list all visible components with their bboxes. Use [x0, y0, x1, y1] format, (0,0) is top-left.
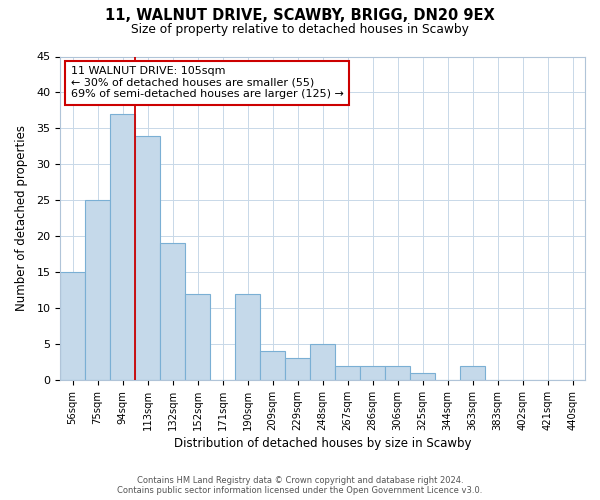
Bar — [110, 114, 135, 380]
Bar — [410, 373, 435, 380]
Text: Size of property relative to detached houses in Scawby: Size of property relative to detached ho… — [131, 22, 469, 36]
Y-axis label: Number of detached properties: Number of detached properties — [15, 125, 28, 311]
Bar — [160, 244, 185, 380]
Bar — [460, 366, 485, 380]
Bar — [260, 351, 285, 380]
Text: 11, WALNUT DRIVE, SCAWBY, BRIGG, DN20 9EX: 11, WALNUT DRIVE, SCAWBY, BRIGG, DN20 9E… — [105, 8, 495, 22]
Bar — [310, 344, 335, 380]
Bar — [360, 366, 385, 380]
Text: 11 WALNUT DRIVE: 105sqm
← 30% of detached houses are smaller (55)
69% of semi-de: 11 WALNUT DRIVE: 105sqm ← 30% of detache… — [71, 66, 344, 100]
Bar — [385, 366, 410, 380]
Bar — [85, 200, 110, 380]
Bar — [235, 294, 260, 380]
Bar — [285, 358, 310, 380]
X-axis label: Distribution of detached houses by size in Scawby: Distribution of detached houses by size … — [174, 437, 472, 450]
Bar — [135, 136, 160, 380]
Bar — [60, 272, 85, 380]
Bar — [335, 366, 360, 380]
Text: Contains HM Land Registry data © Crown copyright and database right 2024.
Contai: Contains HM Land Registry data © Crown c… — [118, 476, 482, 495]
Bar — [185, 294, 210, 380]
